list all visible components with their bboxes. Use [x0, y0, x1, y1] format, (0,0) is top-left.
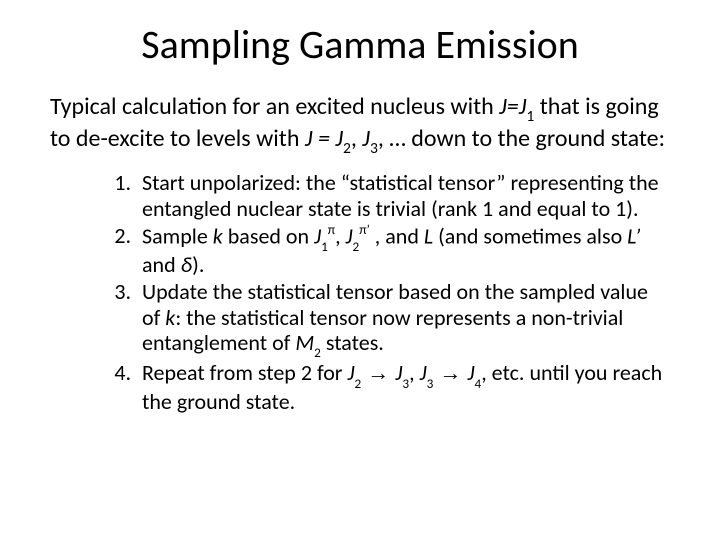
intro-j-eq2: J = J: [305, 124, 343, 153]
s4-j4: J: [468, 359, 475, 386]
intro-sub3: 3: [370, 139, 378, 158]
step-1: Start unpolarized: the “statistical tens…: [136, 170, 670, 221]
s2-Lp: L’: [627, 222, 640, 249]
s2-delta: δ: [181, 251, 193, 278]
intro-text: Typical calculation for an excited nucle…: [50, 92, 499, 121]
s3-k: k: [165, 304, 175, 331]
slide-title: Sampling Gamma Emission: [50, 20, 670, 69]
arrow-icon: →: [433, 360, 467, 385]
s2-g: ).: [192, 251, 204, 278]
s4-comma: ,: [409, 359, 419, 386]
arrow-icon: →: [361, 360, 395, 385]
intro-sub2: 2: [343, 139, 351, 158]
s3-Msub: 2: [314, 344, 321, 361]
s4-j4sub: 4: [475, 375, 482, 392]
s2-j1sup: π: [328, 221, 335, 238]
intro-j-eq: J=J: [499, 92, 526, 121]
s2-j1sub: 1: [321, 238, 328, 255]
s2-f: and: [142, 251, 181, 278]
s4-j3sub: 3: [402, 375, 409, 392]
s2-b: based on: [223, 222, 314, 249]
s3-c: states.: [321, 329, 384, 356]
step-4: Repeat from step 2 for J2 → J3, J3 → J4,…: [136, 360, 670, 414]
s4-j3b: J: [420, 359, 427, 386]
s4-j2sub: 2: [354, 375, 361, 392]
s2-k: k: [213, 222, 223, 249]
step-3: Update the statistical tensor based on t…: [136, 279, 670, 358]
intro-tail: , … down to the ground state:: [378, 124, 665, 153]
intro-comma: ,: [351, 124, 362, 153]
s2-e: (and sometimes also: [433, 222, 627, 249]
s2-a: Sample: [142, 222, 213, 249]
s2-c: ,: [335, 222, 345, 249]
intro-sub1: 1: [526, 107, 534, 126]
s2-j2: J: [346, 222, 353, 249]
s3-M: M: [295, 329, 314, 356]
intro-j3: J: [362, 124, 370, 153]
s2-j2sub: 2: [353, 238, 360, 255]
s2-d: , and: [370, 222, 424, 249]
s2-L: L: [424, 222, 433, 249]
s4-a: Repeat from step 2 for: [142, 359, 347, 386]
s2-j2sup: π’: [359, 221, 370, 238]
step-2: Sample k based on J1π, J2π’ , and L (and…: [136, 223, 670, 277]
intro-paragraph: Typical calculation for an excited nucle…: [50, 93, 670, 156]
steps-list: Start unpolarized: the “statistical tens…: [50, 170, 670, 414]
s4-j3bsub: 3: [427, 375, 434, 392]
